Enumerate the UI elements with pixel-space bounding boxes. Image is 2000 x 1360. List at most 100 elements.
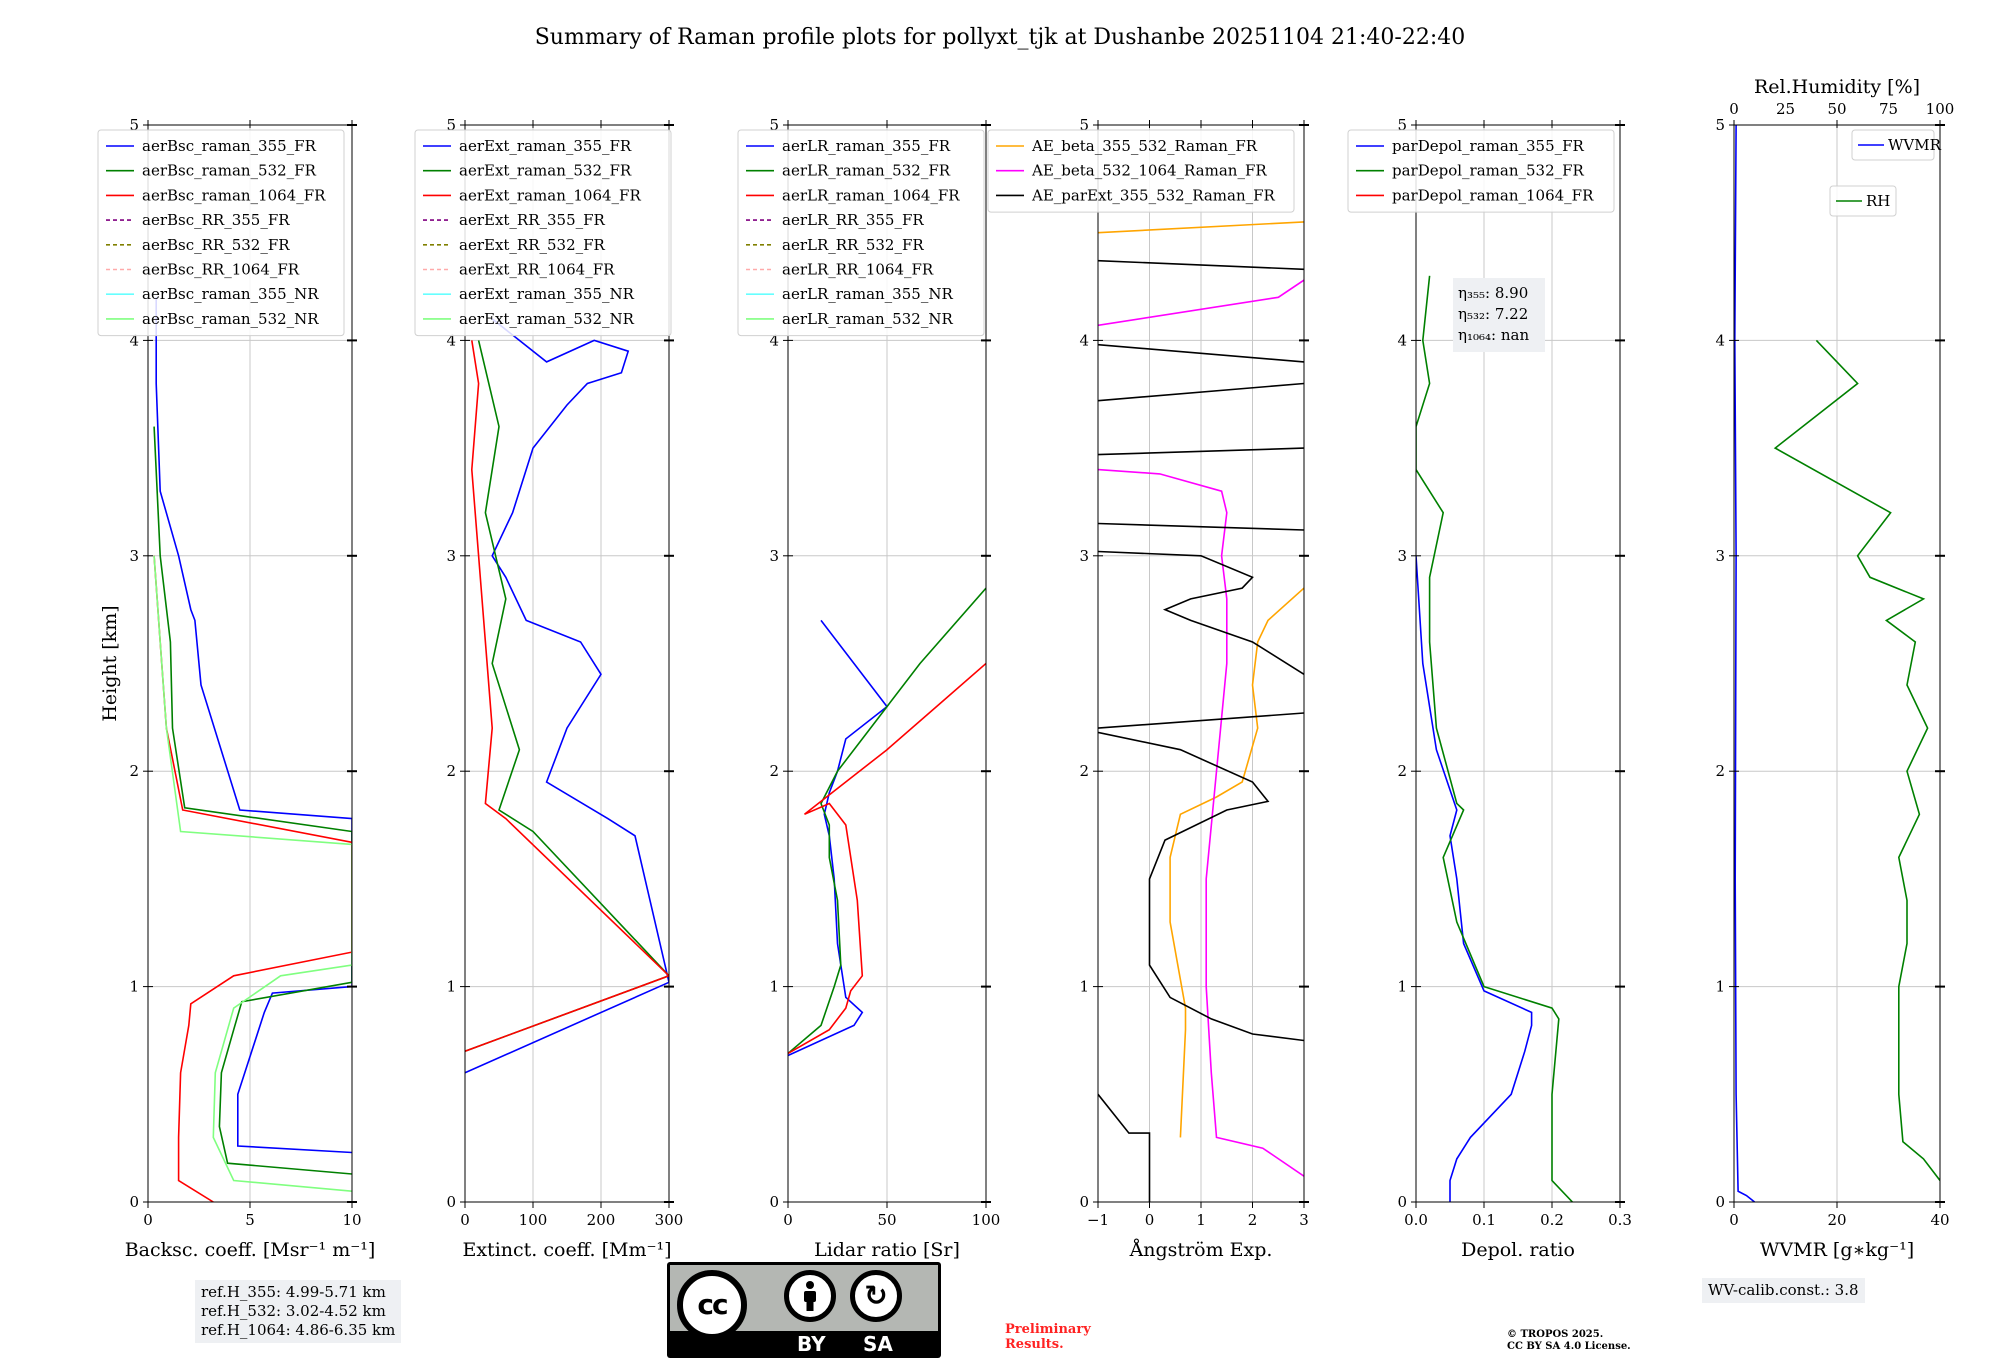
series-WVMR [1734, 125, 1756, 1202]
legend-label: RH [1866, 192, 1890, 210]
legend-label: aerLR_RR_532_FR [782, 236, 924, 254]
y-tick-label: 3 [129, 547, 139, 565]
y-tick-label: 0 [1397, 1193, 1407, 1211]
y-tick-label: 4 [1715, 331, 1725, 349]
top-x-tick-label: 100 [1926, 100, 1955, 118]
cc-sa-label: SA [863, 1332, 893, 1356]
y-tick-label: 5 [1397, 116, 1407, 134]
x-tick-label: 10 [342, 1211, 361, 1229]
x-axis-label: Depol. ratio [1461, 1239, 1575, 1261]
legend-label: aerLR_raman_355_FR [782, 137, 951, 155]
legend-label: aerExt_raman_355_FR [459, 137, 632, 155]
x-tick-label: 100 [972, 1211, 1001, 1229]
x-axis-label: WVMR [g∗kg⁻¹] [1760, 1239, 1914, 1261]
x-tick-label: 100 [519, 1211, 548, 1229]
top-x-tick-label: 0 [1729, 100, 1739, 118]
legend-box [1851, 129, 1935, 161]
legend-label: aerLR_raman_532_NR [782, 310, 953, 328]
series-AE_beta_355_532_Raman_FR_upper [1098, 221, 1304, 234]
x-tick-label: 0 [1729, 1211, 1739, 1229]
x-axis-label: Backsc. coeff. [Msr⁻¹ m⁻¹] [125, 1239, 376, 1261]
y-tick-label: 1 [1397, 978, 1407, 996]
series-aerBsc_raman_532_NR [153, 555, 352, 1192]
y-tick-label: 1 [1079, 978, 1089, 996]
legend-label: aerExt_RR_1064_FR [459, 261, 615, 279]
series-aerExt_raman_532_FR [465, 340, 669, 1052]
panel-p2: 0 1 2 3 4 5 0 100 200 300 Extinct. coeff. [Mm⁻¹] ae… [414, 116, 683, 1261]
x-tick-label: 20 [1827, 1211, 1846, 1229]
legend-label: aerBsc_RR_1064_FR [142, 261, 300, 279]
eta-box [1453, 278, 1545, 352]
y-tick-label: 3 [1397, 547, 1407, 565]
series-aerLR_raman_355_FR [788, 619, 889, 1057]
legend-box [1347, 129, 1615, 213]
y-tick-label: 0 [446, 1193, 456, 1211]
x-tick-label: 0 [143, 1211, 153, 1229]
y-tick-label: 0 [1715, 1193, 1725, 1211]
x-tick-label: 0 [783, 1211, 793, 1229]
legend-label: aerBsc_raman_1064_FR [142, 186, 326, 204]
legend-label: WVMR [1888, 136, 1942, 154]
ref-height-1064: ref.H_1064: 4.86-6.35 km [201, 1321, 396, 1339]
eta-value: η₁₀₆₄: nan [1458, 326, 1529, 344]
y-tick-label: 5 [1079, 116, 1089, 134]
series-aerBsc_raman_1064_FR [153, 555, 352, 1202]
reference-heights-box: ref.H_355: 4.99-5.71 km ref.H_532: 3.02-… [195, 1280, 402, 1343]
y-axis-label: Height [km] [99, 605, 121, 721]
top-x-tick-label: 75 [1879, 100, 1898, 118]
ref-height-532: ref.H_532: 3.02-4.52 km [201, 1302, 386, 1320]
series-group [465, 318, 669, 1074]
y-tick-label: 2 [1079, 762, 1089, 780]
y-tick-label: 4 [769, 331, 779, 349]
y-tick-label: 4 [446, 331, 456, 349]
legend-label: aerLR_RR_1064_FR [782, 261, 934, 279]
series-RH [1773, 339, 1940, 1181]
y-tick-label: 4 [129, 331, 139, 349]
x-tick-label: 200 [587, 1211, 616, 1229]
cc-by-label: BY [797, 1332, 826, 1356]
legend-label: parDepol_raman_1064_FR [1392, 186, 1594, 204]
wv-calib-text: WV-calib.const.: 3.8 [1708, 1281, 1859, 1299]
y-tick-label: 2 [769, 762, 779, 780]
series-AE_parExt_355_532_Raman_FR_h [1098, 343, 1304, 363]
legend-label: aerBsc_raman_532_FR [142, 162, 317, 180]
copyright-note: © TROPOS 2025. CC BY SA 4.0 License. [1507, 1329, 1631, 1352]
y-tick-label: 0 [1079, 1193, 1089, 1211]
panel-p5: 0 1 2 3 4 5 0.0 0.1 0.2 0.3 Depol. ratio parDepol_r… [1347, 116, 1632, 1261]
series-AE_parExt_355_532_Raman_FR_b [1098, 731, 1304, 1042]
series-AE_beta_532_1064_Raman_FR [1098, 468, 1304, 1177]
x-tick-label: 3 [1299, 1211, 1309, 1229]
x-tick-label: 0.3 [1608, 1211, 1632, 1229]
x-tick-label: 0.1 [1472, 1211, 1496, 1229]
figure-title: Summary of Raman profile plots for polly… [535, 25, 1466, 50]
x-tick-label: 2 [1248, 1211, 1258, 1229]
y-tick-label: 2 [1397, 762, 1407, 780]
legend-label: aerExt_raman_532_NR [459, 310, 635, 328]
share-alike-icon: ↻ [850, 1270, 902, 1322]
legend-label: parDepol_raman_532_FR [1392, 162, 1585, 180]
series-AE_parExt_355_532_Raman_FR_f [1098, 447, 1304, 456]
axes-frame [1415, 124, 1621, 1203]
legend-label: aerBsc_RR_532_FR [142, 236, 290, 254]
series-AE_parExt_355_532_Raman_FR [1098, 1093, 1151, 1202]
legend-label: aerLR_RR_355_FR [782, 211, 924, 229]
legend-label: aerBsc_raman_355_NR [142, 285, 319, 303]
y-tick-label: 1 [769, 978, 779, 996]
series-AE_beta_355_532_Raman_FR [1169, 587, 1304, 1138]
series-AE_parExt_355_532_Raman_FR_c [1098, 712, 1304, 729]
series-group [788, 587, 986, 1057]
series-AE_parExt_355_532_Raman_FR_i [1098, 259, 1304, 271]
legend-label: aerExt_RR_532_FR [459, 236, 606, 254]
series-group [1098, 221, 1304, 1202]
legend-label: aerExt_raman_1064_FR [459, 186, 641, 204]
legend-label: aerExt_raman_355_NR [459, 285, 635, 303]
series-AE_beta_532_1064_Raman_FR_upper [1098, 279, 1304, 327]
eta-value: η₅₃₂: 7.22 [1458, 305, 1528, 323]
x-tick-label: 40 [1930, 1211, 1949, 1229]
y-tick-label: 5 [769, 116, 779, 134]
x-tick-label: 0 [1145, 1211, 1155, 1229]
series-group [1416, 275, 1573, 1202]
y-tick-label: 4 [1397, 331, 1407, 349]
x-axis-label: Extinct. coeff. [Mm⁻¹] [462, 1239, 671, 1261]
